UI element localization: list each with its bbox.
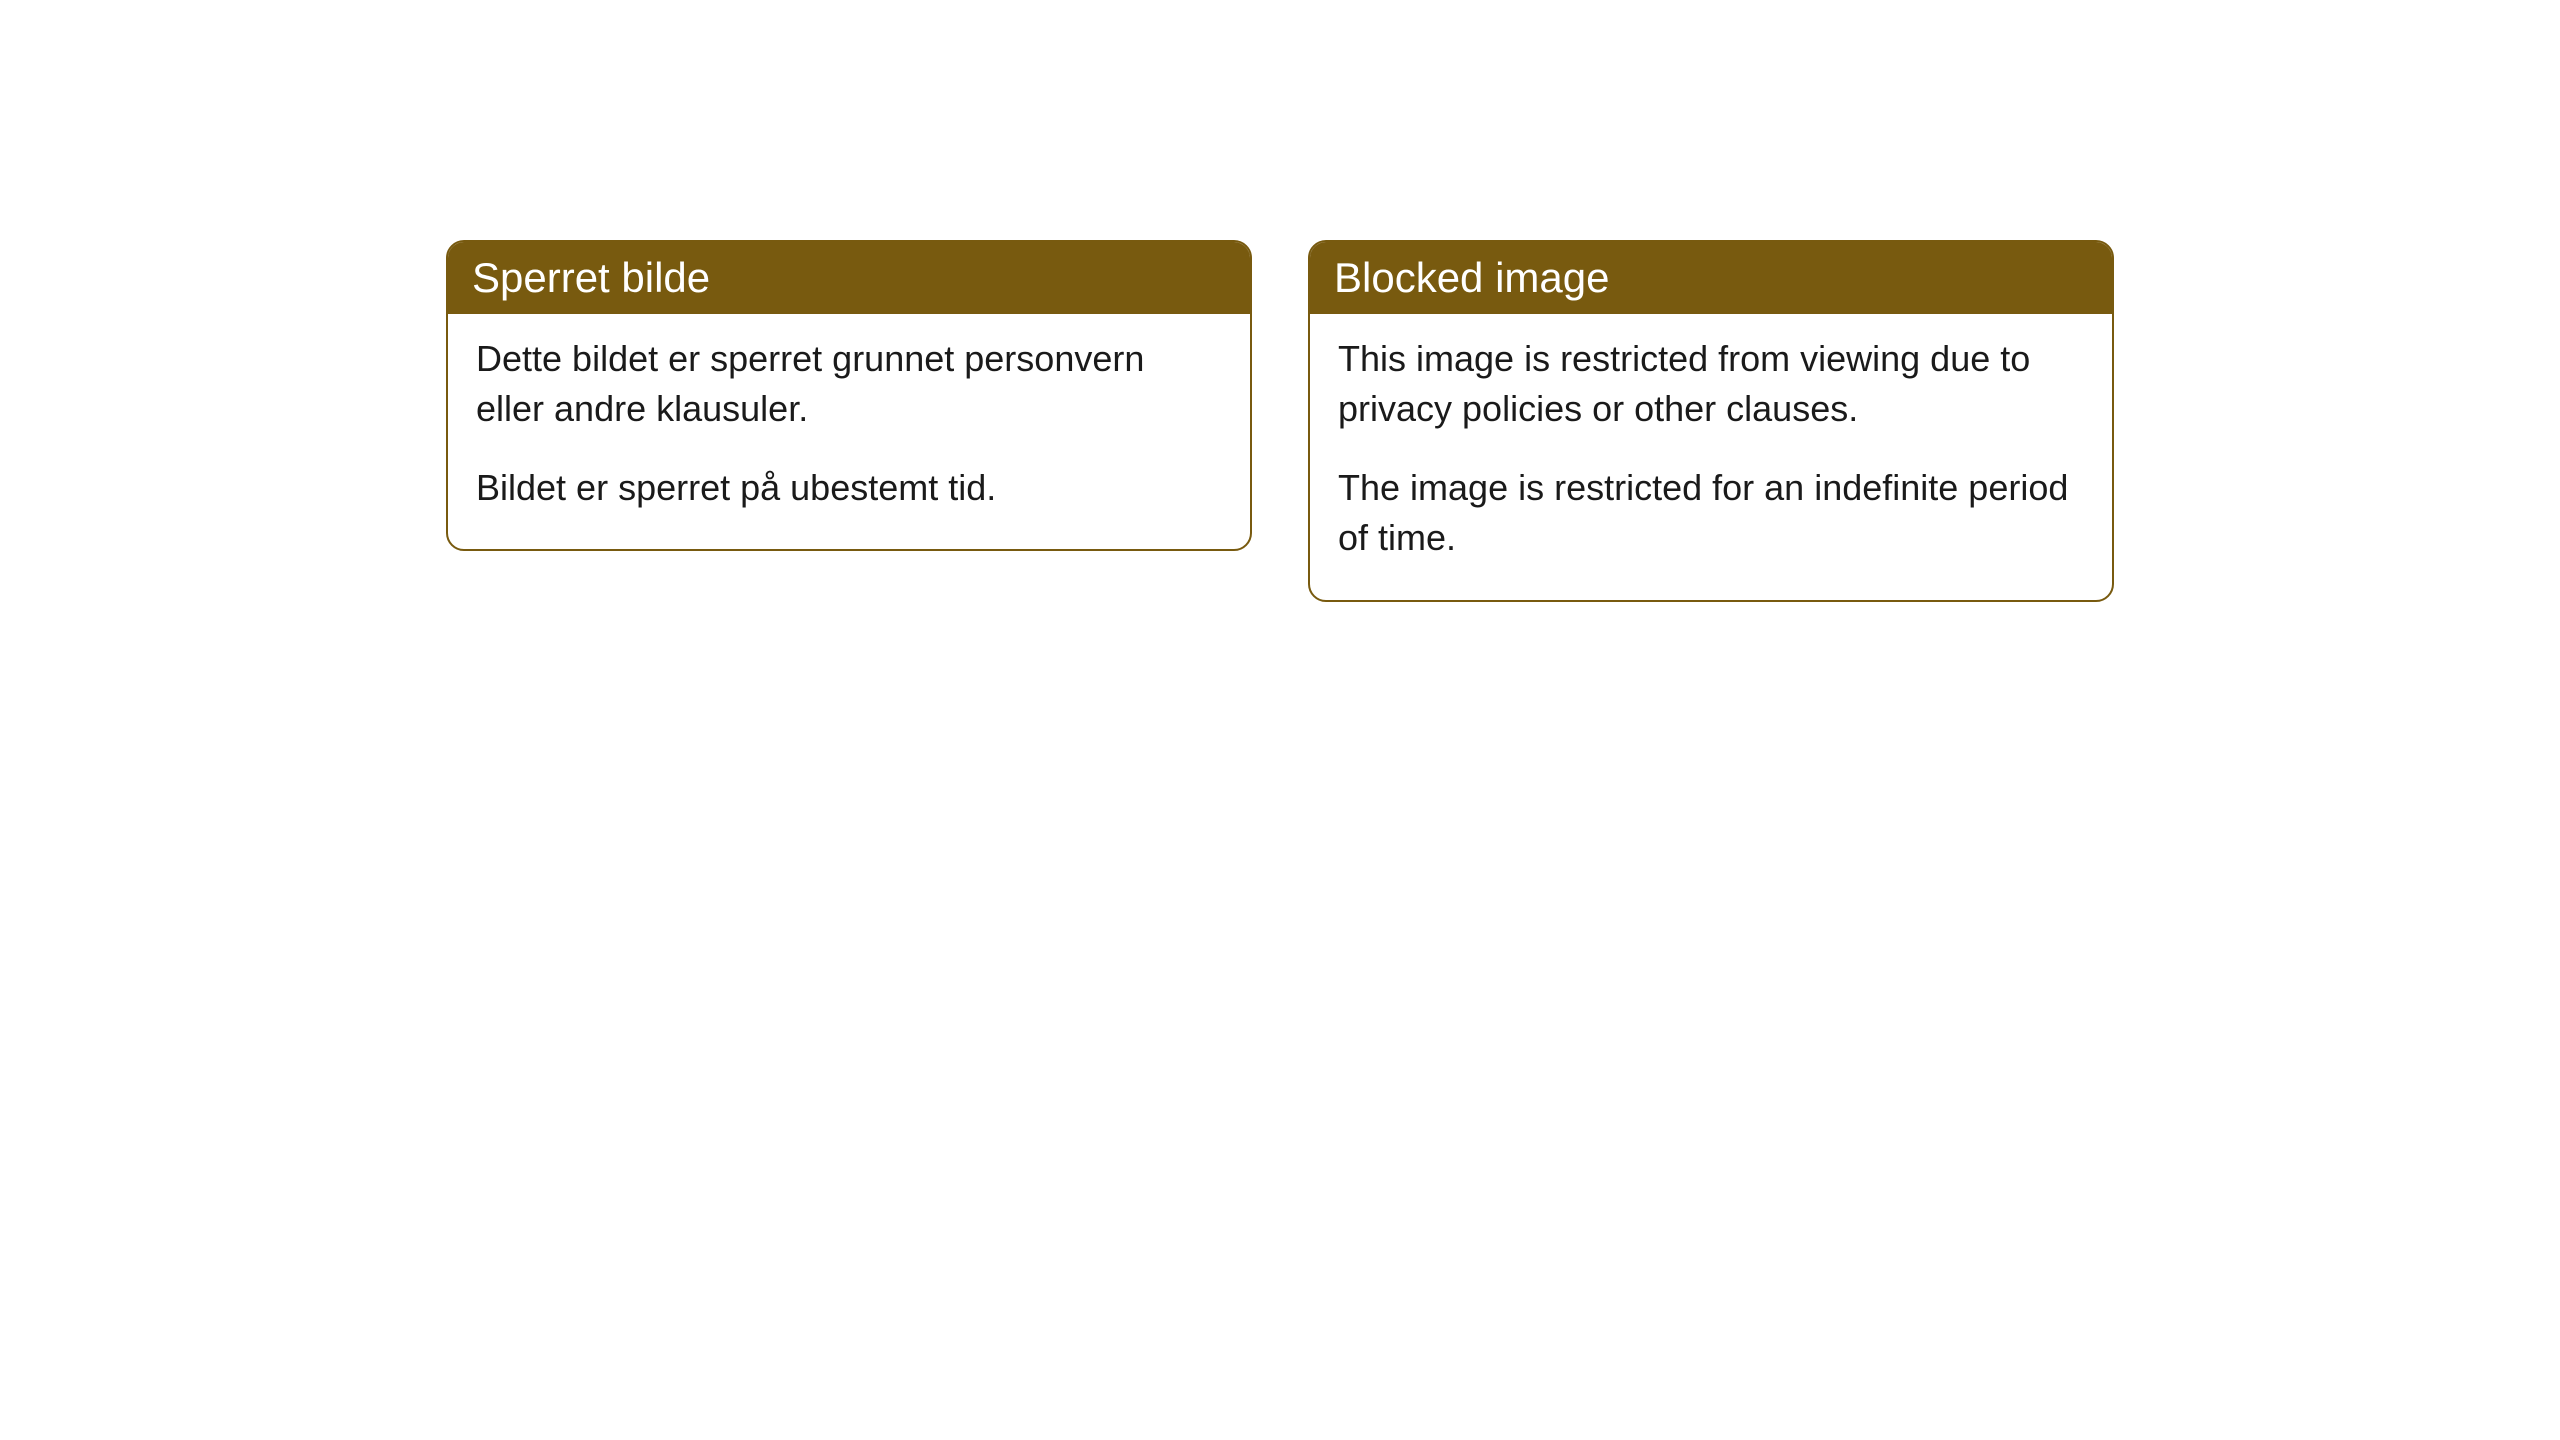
card-title: Blocked image [1334,254,1609,301]
card-paragraph-2: The image is restricted for an indefinit… [1338,463,2084,564]
card-body: Dette bildet er sperret grunnet personve… [448,314,1250,549]
card-header: Blocked image [1310,242,2112,314]
notice-card-norwegian: Sperret bilde Dette bildet er sperret gr… [446,240,1252,551]
card-paragraph-1: Dette bildet er sperret grunnet personve… [476,334,1222,435]
notice-card-english: Blocked image This image is restricted f… [1308,240,2114,602]
card-body: This image is restricted from viewing du… [1310,314,2112,600]
card-title: Sperret bilde [472,254,710,301]
card-paragraph-1: This image is restricted from viewing du… [1338,334,2084,435]
notice-container: Sperret bilde Dette bildet er sperret gr… [446,240,2114,1440]
card-header: Sperret bilde [448,242,1250,314]
card-paragraph-2: Bildet er sperret på ubestemt tid. [476,463,1222,513]
